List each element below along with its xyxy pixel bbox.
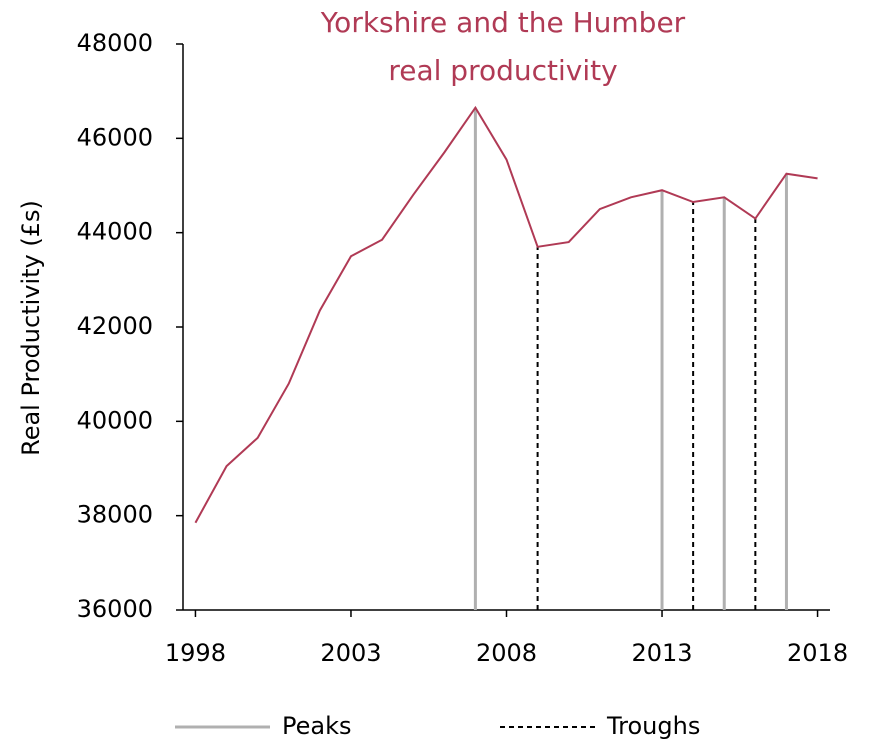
legend-label: Troughs: [606, 712, 700, 740]
x-tick-label: 1998: [165, 639, 226, 667]
legend-label: Peaks: [282, 712, 352, 740]
x-tick-label: 2008: [476, 639, 537, 667]
y-tick-label: 40000: [77, 406, 153, 434]
y-tick-label: 48000: [77, 29, 153, 57]
x-tick-label: 2018: [787, 639, 848, 667]
y-tick-label: 44000: [77, 218, 153, 246]
y-tick-label: 46000: [77, 123, 153, 151]
y-tick-label: 36000: [77, 595, 153, 623]
y-tick-label: 38000: [77, 501, 153, 529]
x-tick-label: 2013: [631, 639, 692, 667]
chart-title: Yorkshire and the Humber: [320, 6, 686, 39]
data-line: [194, 105, 818, 524]
y-axis-label: Real Productivity (£s): [17, 200, 45, 456]
x-tick-label: 2003: [320, 639, 381, 667]
y-tick-label: 42000: [77, 312, 153, 340]
chart-title: real productivity: [388, 54, 617, 87]
